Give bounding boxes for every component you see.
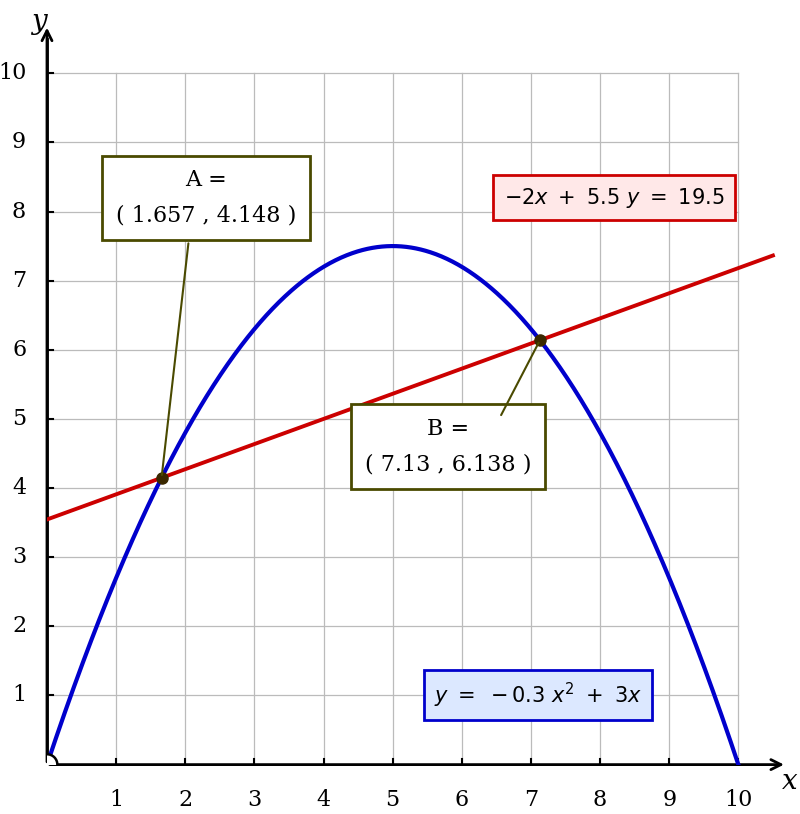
Text: 7: 7	[12, 269, 26, 291]
Text: 6: 6	[454, 789, 469, 811]
Text: $y\ =\ -0.3\ x^2\ +\ 3x$: $y\ =\ -0.3\ x^2\ +\ 3x$	[434, 681, 642, 710]
Text: x: x	[782, 768, 798, 795]
Text: 6: 6	[12, 339, 26, 361]
Text: 8: 8	[12, 200, 26, 222]
Text: 10: 10	[724, 789, 753, 811]
Text: 3: 3	[12, 546, 26, 568]
Text: 1: 1	[109, 789, 123, 811]
Text: 2: 2	[178, 789, 192, 811]
Text: A =
( 1.657 , 4.148 ): A = ( 1.657 , 4.148 )	[116, 168, 296, 226]
Text: 7: 7	[524, 789, 538, 811]
Text: 8: 8	[593, 789, 607, 811]
Text: 5: 5	[12, 408, 26, 430]
Circle shape	[37, 755, 58, 775]
Text: 9: 9	[12, 131, 26, 153]
Text: 3: 3	[247, 789, 262, 811]
Text: 2: 2	[12, 615, 26, 637]
Text: 4: 4	[317, 789, 330, 811]
Text: 4: 4	[12, 477, 26, 499]
Text: 1: 1	[12, 685, 26, 707]
Text: 5: 5	[386, 789, 400, 811]
Text: B =
( 7.13 , 6.138 ): B = ( 7.13 , 6.138 )	[365, 418, 531, 475]
Text: 9: 9	[662, 789, 676, 811]
Text: $-2x\ +\ 5.5\ y\ =\ 19.5$: $-2x\ +\ 5.5\ y\ =\ 19.5$	[504, 186, 724, 210]
Text: y: y	[31, 8, 46, 35]
Text: 10: 10	[0, 62, 26, 84]
